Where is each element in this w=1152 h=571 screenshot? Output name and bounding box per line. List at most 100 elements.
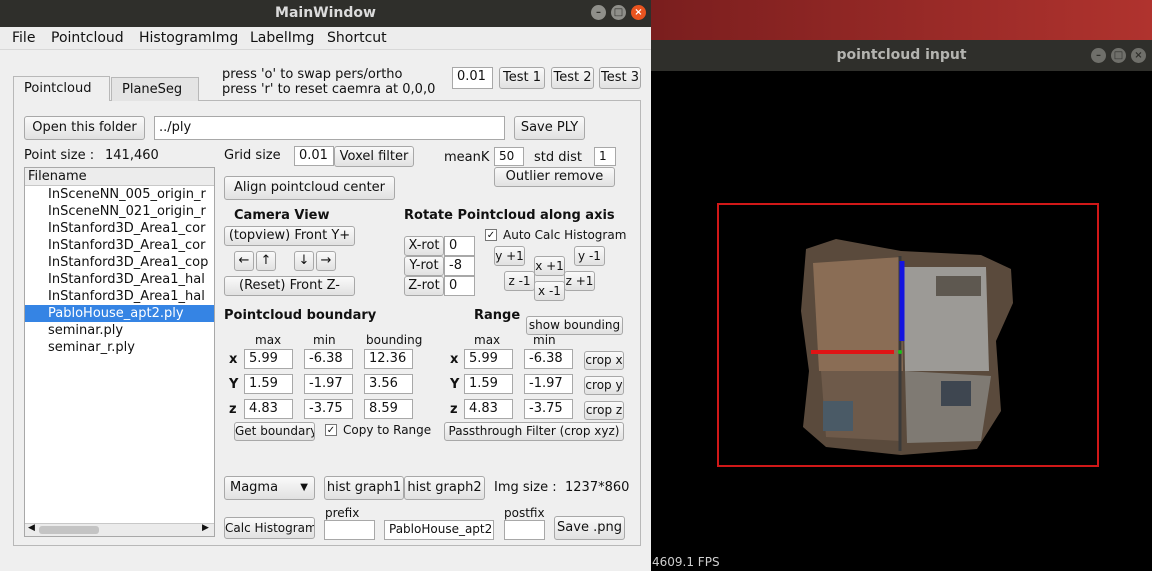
- x-minus-button[interactable]: x -1: [534, 281, 565, 301]
- range-z-max[interactable]: 4.83: [464, 399, 513, 419]
- scroll-right-icon[interactable]: ▶: [202, 523, 209, 533]
- meank-input[interactable]: 50: [494, 147, 524, 166]
- horizontal-scrollbar[interactable]: ◀ ▶: [25, 523, 214, 536]
- scroll-left-icon[interactable]: ◀: [28, 523, 35, 533]
- menu-pointcloud[interactable]: Pointcloud: [51, 30, 124, 46]
- menu-histogramimg[interactable]: HistogramImg: [139, 30, 239, 46]
- test1-button[interactable]: Test 1: [499, 67, 545, 89]
- list-item[interactable]: InStanford3D_Area1_cop: [48, 255, 209, 270]
- range-z-min[interactable]: -3.75: [524, 399, 573, 419]
- img-size-label: Img size :: [494, 480, 557, 495]
- open-folder-button[interactable]: Open this folder: [24, 116, 145, 140]
- step-input[interactable]: 0.01: [452, 67, 493, 89]
- bound-x-min[interactable]: -6.38: [304, 349, 353, 369]
- x-plus-button[interactable]: x +1: [534, 256, 565, 276]
- list-item[interactable]: InStanford3D_Area1_hal: [48, 272, 205, 287]
- crop-x-button[interactable]: crop x: [584, 351, 624, 370]
- bound-x-max[interactable]: 5.99: [244, 349, 293, 369]
- bound-x-bounding[interactable]: 12.36: [364, 349, 413, 369]
- bound-z-max[interactable]: 4.83: [244, 399, 293, 419]
- fps-counter: 4609.1 FPS: [652, 555, 720, 569]
- voxel-filter-button[interactable]: Voxel filter: [334, 146, 414, 167]
- get-boundary-button[interactable]: Get boundary: [234, 422, 315, 441]
- menu-shortcut[interactable]: Shortcut: [327, 30, 387, 46]
- passthrough-filter-button[interactable]: Passthrough Filter (crop xyz): [444, 422, 624, 441]
- crop-y-button[interactable]: crop y: [584, 376, 624, 395]
- arrow-right-icon[interactable]: →: [316, 251, 336, 271]
- list-item[interactable]: InStanford3D_Area1_hal: [48, 289, 205, 304]
- arrow-up-icon[interactable]: ↑: [256, 251, 276, 271]
- test3-button[interactable]: Test 3: [599, 67, 641, 89]
- file-list[interactable]: Filename InSceneNN_005_origin_r InSceneN…: [24, 167, 215, 537]
- auto-calc-checkbox[interactable]: ✓: [485, 229, 497, 241]
- range-x-min[interactable]: -6.38: [524, 349, 573, 369]
- maximize-icon[interactable]: □: [611, 5, 626, 20]
- pointcloud-render[interactable]: [651, 71, 1152, 555]
- tab-pointcloud[interactable]: Pointcloud: [13, 76, 110, 101]
- viewer-maximize-icon[interactable]: □: [1111, 48, 1126, 63]
- bound-z-bounding[interactable]: 8.59: [364, 399, 413, 419]
- save-ply-button[interactable]: Save PLY: [514, 116, 585, 140]
- folder-path-input[interactable]: ../ply: [154, 116, 505, 140]
- outlier-remove-button[interactable]: Outlier remove: [494, 167, 615, 187]
- scrollbar-thumb[interactable]: [39, 526, 99, 534]
- crop-z-button[interactable]: crop z: [584, 401, 624, 420]
- zrot-input[interactable]: 0: [444, 276, 475, 296]
- grid-size-input[interactable]: 0.01: [294, 146, 334, 166]
- save-png-button[interactable]: Save .png: [554, 516, 625, 540]
- arrow-down-icon[interactable]: ↓: [294, 251, 314, 271]
- range-y-min[interactable]: -1.97: [524, 374, 573, 394]
- postfix-input[interactable]: [504, 520, 545, 540]
- bound-y-bounding[interactable]: 3.56: [364, 374, 413, 394]
- yrot-input[interactable]: -8: [444, 256, 475, 276]
- bound-y-max[interactable]: 1.59: [244, 374, 293, 394]
- z-plus-button[interactable]: z +1: [564, 271, 595, 291]
- xrot-button[interactable]: X-rot: [404, 236, 444, 256]
- zrot-button[interactable]: Z-rot: [404, 276, 444, 296]
- range-row-x-label: x: [450, 352, 459, 367]
- z-minus-button[interactable]: z -1: [504, 271, 535, 291]
- bound-z-min[interactable]: -3.75: [304, 399, 353, 419]
- minimize-icon[interactable]: –: [591, 5, 606, 20]
- point-size-value: 141,460: [105, 148, 159, 163]
- range-x-max[interactable]: 5.99: [464, 349, 513, 369]
- menu-file[interactable]: File: [12, 30, 36, 46]
- reset-front-button[interactable]: (Reset) Front Z-: [224, 276, 355, 296]
- tab-planeseg[interactable]: PlaneSeg: [111, 77, 199, 101]
- list-item[interactable]: seminar.ply: [48, 323, 124, 338]
- arrow-left-icon[interactable]: ←: [234, 251, 254, 271]
- y-plus-button[interactable]: y +1: [494, 246, 525, 266]
- yrot-button[interactable]: Y-rot: [404, 256, 444, 276]
- list-item[interactable]: InSceneNN_005_origin_r: [48, 187, 206, 202]
- copy-to-range-checkbox[interactable]: ✓: [325, 424, 337, 436]
- bounding-box: [717, 203, 1099, 467]
- topview-front-button[interactable]: (topview) Front Y+: [224, 226, 355, 246]
- menu-labelimg[interactable]: LabelImg: [250, 30, 315, 46]
- y-minus-button[interactable]: y -1: [574, 246, 605, 266]
- row-x-label: x: [229, 352, 238, 367]
- col-bounding-label: bounding: [366, 333, 423, 347]
- list-item[interactable]: InStanford3D_Area1_cor: [48, 221, 206, 236]
- show-bounding-button[interactable]: show bounding: [526, 316, 623, 335]
- align-center-button[interactable]: Align pointcloud center: [224, 176, 395, 200]
- bound-y-min[interactable]: -1.97: [304, 374, 353, 394]
- list-item-selected[interactable]: PabloHouse_apt2.ply: [25, 305, 214, 322]
- hist-graph2-button[interactable]: hist graph2: [404, 476, 485, 500]
- close-icon[interactable]: ×: [631, 5, 646, 20]
- test2-button[interactable]: Test 2: [551, 67, 594, 89]
- viewer-close-icon[interactable]: ×: [1131, 48, 1146, 63]
- hist-graph1-button[interactable]: hist graph1: [324, 476, 404, 500]
- calc-histogram-button[interactable]: Calc Histogram: [224, 517, 315, 539]
- std-dist-input[interactable]: 1: [594, 147, 616, 166]
- viewer-minimize-icon[interactable]: –: [1091, 48, 1106, 63]
- range-y-max[interactable]: 1.59: [464, 374, 513, 394]
- auto-calc-label: Auto Calc Histogram: [503, 228, 627, 242]
- colormap-select[interactable]: Magma ▼: [224, 476, 315, 500]
- list-item[interactable]: InStanford3D_Area1_cor: [48, 238, 206, 253]
- hint-swap-projection: press 'o' to swap pers/ortho: [222, 67, 403, 82]
- filename-input[interactable]: PabloHouse_apt2: [384, 520, 494, 540]
- list-item[interactable]: seminar_r.ply: [48, 340, 135, 355]
- list-item[interactable]: InSceneNN_021_origin_r: [48, 204, 206, 219]
- xrot-input[interactable]: 0: [444, 236, 475, 256]
- prefix-input[interactable]: [324, 520, 375, 540]
